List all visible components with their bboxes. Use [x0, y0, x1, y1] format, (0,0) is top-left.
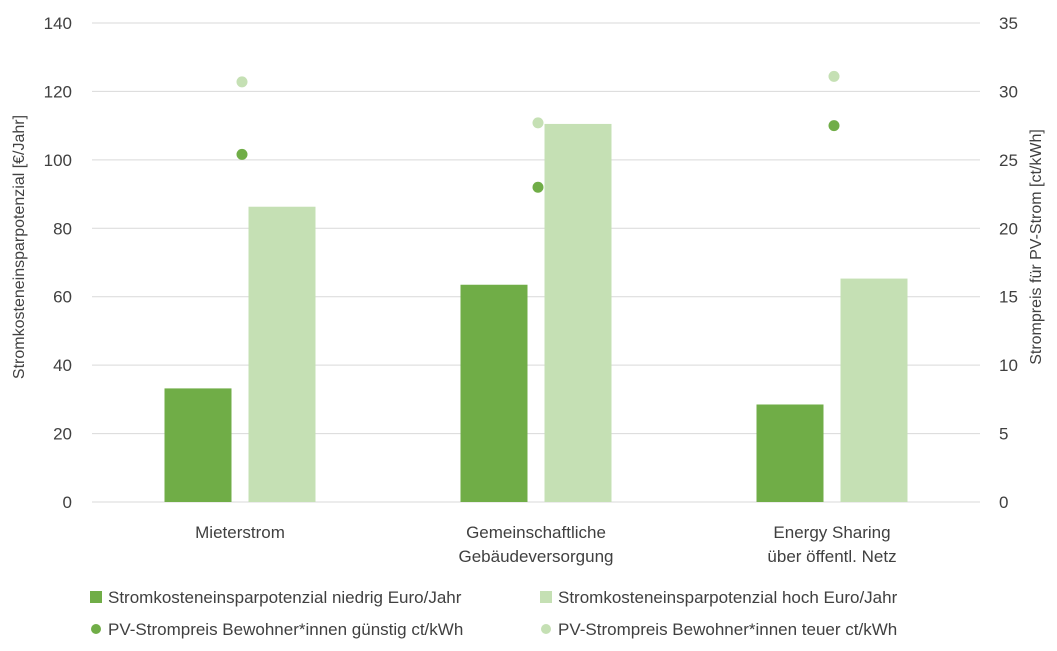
category-labels: Mieterstrom Gemeinschaftliche Gebäudeverso…: [195, 523, 896, 566]
bar-niedrig: [164, 388, 232, 502]
category-label: Energy Sharing: [773, 523, 890, 542]
left-axis-tick-label: 80: [53, 219, 72, 238]
legend-marker: [91, 624, 101, 634]
legend-marker: [541, 624, 551, 634]
right-axis-tick-label: 0: [999, 493, 1008, 512]
left-axis-ticks: 0 20 40 60 80 100 120 140: [44, 14, 72, 512]
category-label: Mieterstrom: [195, 523, 285, 542]
right-axis-title: Strompreis für PV-Strom [ct/kWh]: [1028, 129, 1045, 365]
legend: Stromkosteneinsparpotenzial niedrig Euro…: [90, 588, 898, 639]
bar-hoch: [544, 123, 612, 503]
gridlines: [92, 22, 980, 503]
category-label: Gemeinschaftliche: [466, 523, 606, 542]
category-label: Gebäudeversorgung: [458, 547, 613, 566]
legend-swatch: [540, 591, 552, 603]
legend-label: PV-Strompreis Bewohner*innen günstig ct/…: [108, 620, 463, 639]
left-axis-tick-label: 0: [63, 493, 72, 512]
point-guenstig: [828, 120, 840, 132]
bar-hoch: [840, 278, 908, 502]
right-axis-tick-label: 5: [999, 425, 1008, 444]
right-axis-tick-label: 35: [999, 14, 1018, 33]
category-label: über öffentl. Netz: [767, 547, 896, 566]
right-axis-ticks: 0 5 10 15 20 25 30 35: [999, 14, 1018, 512]
left-axis-title: Stromkosteneinsparpotenzial [€/Jahr]: [11, 115, 28, 379]
legend-label: PV-Strompreis Bewohner*innen teuer ct/kW…: [558, 620, 897, 639]
right-axis-tick-label: 30: [999, 82, 1018, 101]
right-axis-tick-label: 20: [999, 219, 1018, 238]
bar-niedrig: [756, 404, 824, 502]
legend-swatch: [90, 591, 102, 603]
right-axis-tick-label: 15: [999, 288, 1018, 307]
left-axis-tick-label: 40: [53, 356, 72, 375]
left-axis-tick-label: 120: [44, 82, 72, 101]
right-axis-tick-label: 10: [999, 356, 1018, 375]
bar-niedrig: [460, 284, 528, 502]
points: [236, 70, 840, 193]
point-guenstig: [236, 148, 248, 160]
point-teuer: [828, 70, 840, 82]
left-axis-tick-label: 60: [53, 288, 72, 307]
left-axis-tick-label: 140: [44, 14, 72, 33]
point-teuer: [236, 76, 248, 88]
left-axis-tick-label: 100: [44, 151, 72, 170]
point-guenstig: [532, 181, 544, 193]
bar-hoch: [248, 206, 316, 502]
legend-label: Stromkosteneinsparpotenzial niedrig Euro…: [108, 588, 462, 607]
right-axis-tick-label: 25: [999, 151, 1018, 170]
legend-label: Stromkosteneinsparpotenzial hoch Euro/Ja…: [558, 588, 898, 607]
bars: [164, 123, 908, 503]
left-axis-tick-label: 20: [53, 425, 72, 444]
point-teuer: [532, 117, 544, 129]
